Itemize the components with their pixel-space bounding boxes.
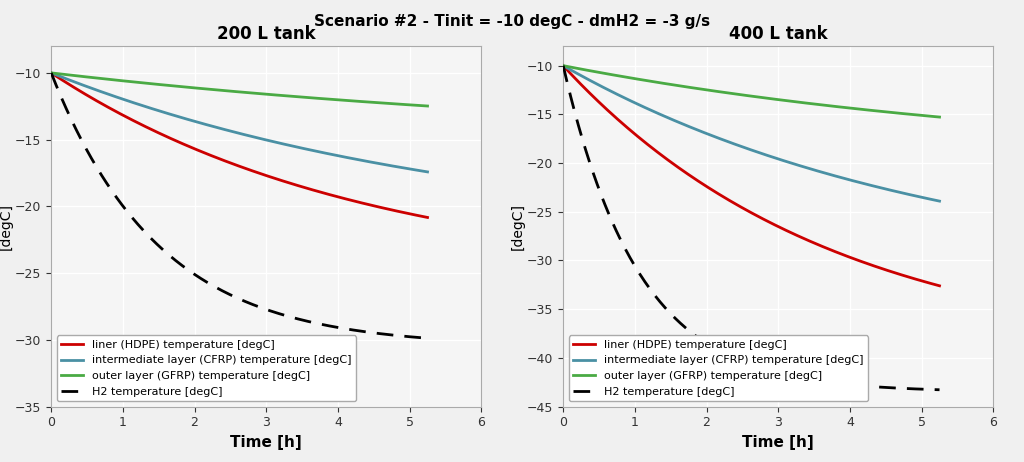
- Legend: liner (HDPE) temperature [degC], intermediate layer (CFRP) temperature [degC], o: liner (HDPE) temperature [degC], interme…: [568, 335, 868, 401]
- Text: Scenario #2 - Tinit = -10 degC - dmH2 = -3 g/s: Scenario #2 - Tinit = -10 degC - dmH2 = …: [314, 14, 710, 29]
- Y-axis label: [degC]: [degC]: [0, 203, 12, 250]
- X-axis label: Time [h]: Time [h]: [742, 435, 814, 450]
- Title: 200 L tank: 200 L tank: [217, 25, 315, 43]
- Legend: liner (HDPE) temperature [degC], intermediate layer (CFRP) temperature [degC], o: liner (HDPE) temperature [degC], interme…: [56, 335, 356, 401]
- Y-axis label: [degC]: [degC]: [510, 203, 524, 250]
- X-axis label: Time [h]: Time [h]: [230, 435, 302, 450]
- Title: 400 L tank: 400 L tank: [729, 25, 827, 43]
